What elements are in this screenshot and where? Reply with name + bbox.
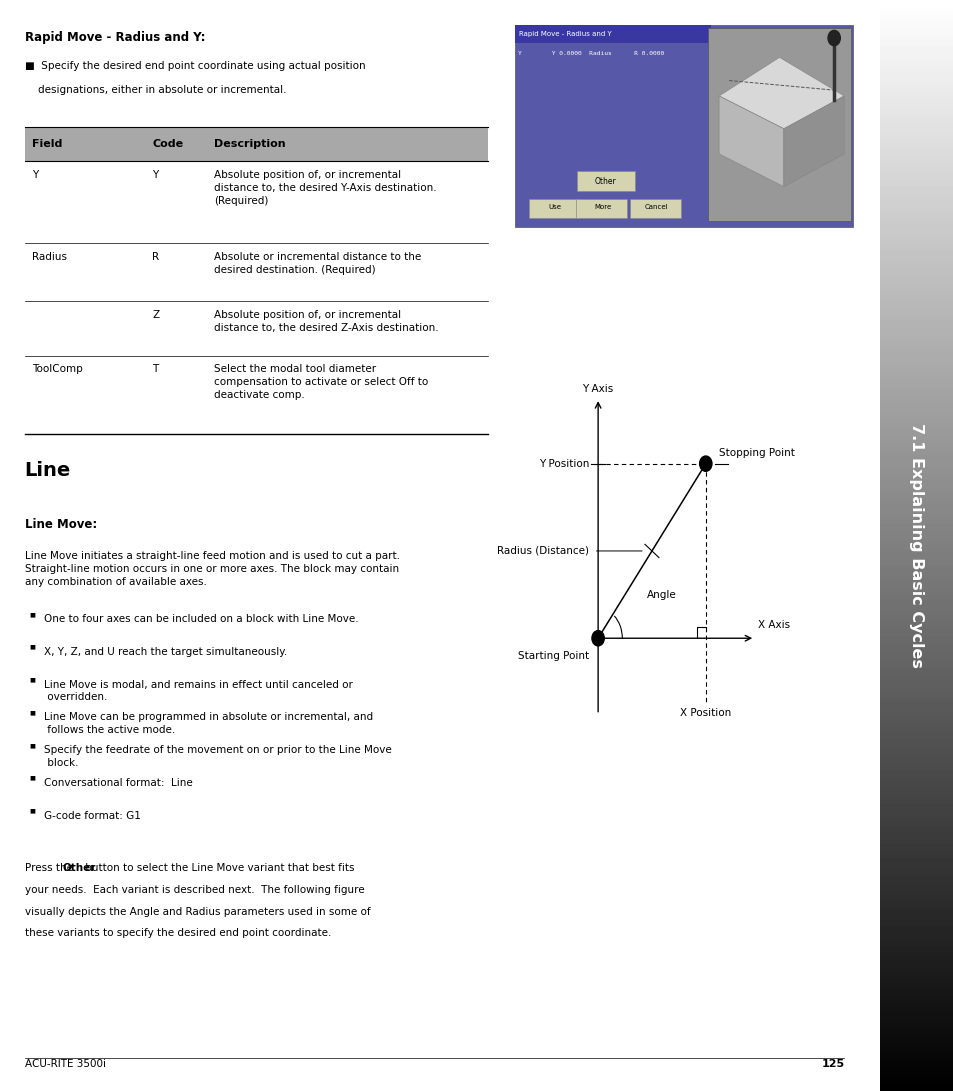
Text: Line Move initiates a straight-line feed motion and is used to cut a part.
Strai: Line Move initiates a straight-line feed… xyxy=(25,551,399,587)
Text: ■: ■ xyxy=(29,645,35,650)
Text: Radius: Radius xyxy=(31,252,67,262)
Text: ■: ■ xyxy=(29,808,35,814)
Text: Y: Y xyxy=(31,170,38,180)
Circle shape xyxy=(699,456,711,471)
Text: Rapid Move - Radius and Y:: Rapid Move - Radius and Y: xyxy=(25,31,205,44)
Text: Y Position: Y Position xyxy=(538,458,589,469)
Text: Stopping Point: Stopping Point xyxy=(719,448,794,458)
Text: Absolute position of, or incremental
distance to, the desired Y-Axis destination: Absolute position of, or incremental dis… xyxy=(213,170,436,206)
Text: Starting Point: Starting Point xyxy=(517,651,589,661)
Text: Code: Code xyxy=(152,139,183,149)
Bar xyxy=(576,199,626,218)
Text: ■: ■ xyxy=(29,743,35,748)
Text: ■: ■ xyxy=(29,612,35,618)
Text: Conversational format:  Line: Conversational format: Line xyxy=(44,778,193,788)
Text: Description: Description xyxy=(213,139,285,149)
Text: 125: 125 xyxy=(821,1059,843,1069)
Text: Select the modal tool diameter
compensation to activate or select Off to
deactiv: Select the modal tool diameter compensat… xyxy=(213,364,428,400)
Bar xyxy=(514,25,710,43)
Bar xyxy=(707,28,850,221)
Text: More: More xyxy=(594,204,611,211)
Text: Y: Y xyxy=(152,170,158,180)
Text: One to four axes can be included on a block with Line Move.: One to four axes can be included on a bl… xyxy=(44,614,358,624)
Bar xyxy=(528,199,579,218)
Text: Cancel: Cancel xyxy=(644,204,668,211)
Bar xyxy=(25,127,488,161)
Text: ■: ■ xyxy=(29,710,35,716)
Text: ■  Specify the desired end point coordinate using actual position: ■ Specify the desired end point coordina… xyxy=(25,61,365,71)
Text: Other: Other xyxy=(63,863,96,873)
Text: Rapid Move - Radius and Y: Rapid Move - Radius and Y xyxy=(518,31,611,37)
Text: ACU-RITE 3500i: ACU-RITE 3500i xyxy=(25,1059,106,1069)
Text: Press the: Press the xyxy=(25,863,76,873)
Text: designations, either in absolute or incremental.: designations, either in absolute or incr… xyxy=(38,85,286,95)
Polygon shape xyxy=(719,96,783,187)
Text: R: R xyxy=(152,252,159,262)
Text: Angle: Angle xyxy=(646,590,676,600)
Text: Use: Use xyxy=(548,204,561,211)
Text: ToolComp: ToolComp xyxy=(31,364,82,374)
Bar xyxy=(514,25,852,227)
Text: X Position: X Position xyxy=(679,708,731,718)
Text: these variants to specify the desired end point coordinate.: these variants to specify the desired en… xyxy=(25,928,331,938)
Bar xyxy=(630,199,680,218)
Text: Line Move can be programmed in absolute or incremental, and
 follows the active : Line Move can be programmed in absolute … xyxy=(44,712,373,735)
Text: Z: Z xyxy=(152,310,159,320)
Text: button to select the Line Move variant that best fits: button to select the Line Move variant t… xyxy=(82,863,355,873)
Circle shape xyxy=(592,631,603,646)
Text: ■: ■ xyxy=(29,776,35,781)
Text: Radius (Distance): Radius (Distance) xyxy=(497,546,589,556)
Text: your needs.  Each variant is described next.  The following figure: your needs. Each variant is described ne… xyxy=(25,885,364,895)
Text: Field: Field xyxy=(31,139,62,149)
Text: Y Axis: Y Axis xyxy=(582,384,613,394)
Text: Absolute or incremental distance to the
desired destination. (Required): Absolute or incremental distance to the … xyxy=(213,252,420,275)
Text: Specify the feedrate of the movement on or prior to the Line Move
 block.: Specify the feedrate of the movement on … xyxy=(44,745,392,768)
Text: ■: ■ xyxy=(29,678,35,683)
Text: G-code format: G1: G-code format: G1 xyxy=(44,811,141,820)
Text: Line: Line xyxy=(25,461,71,480)
Polygon shape xyxy=(719,58,843,129)
Text: 7.1 Explaining Basic Cycles: 7.1 Explaining Basic Cycles xyxy=(908,423,923,668)
Bar xyxy=(577,171,634,191)
Text: X, Y, Z, and U reach the target simultaneously.: X, Y, Z, and U reach the target simultan… xyxy=(44,647,287,657)
Text: T: T xyxy=(152,364,158,374)
Text: X Axis: X Axis xyxy=(758,620,789,630)
Polygon shape xyxy=(783,96,843,187)
Text: Line Move:: Line Move: xyxy=(25,518,97,531)
Text: Absolute position of, or incremental
distance to, the desired Z-Axis destination: Absolute position of, or incremental dis… xyxy=(213,310,438,333)
Text: visually depicts the Angle and Radius parameters used in some of: visually depicts the Angle and Radius pa… xyxy=(25,907,370,916)
Text: Y        Y 0.0000  Radius      R 0.0000: Y Y 0.0000 Radius R 0.0000 xyxy=(517,51,663,57)
Text: Line Move is modal, and remains in effect until canceled or
 overridden.: Line Move is modal, and remains in effec… xyxy=(44,680,353,703)
Circle shape xyxy=(827,31,840,46)
Text: Other: Other xyxy=(595,177,617,185)
